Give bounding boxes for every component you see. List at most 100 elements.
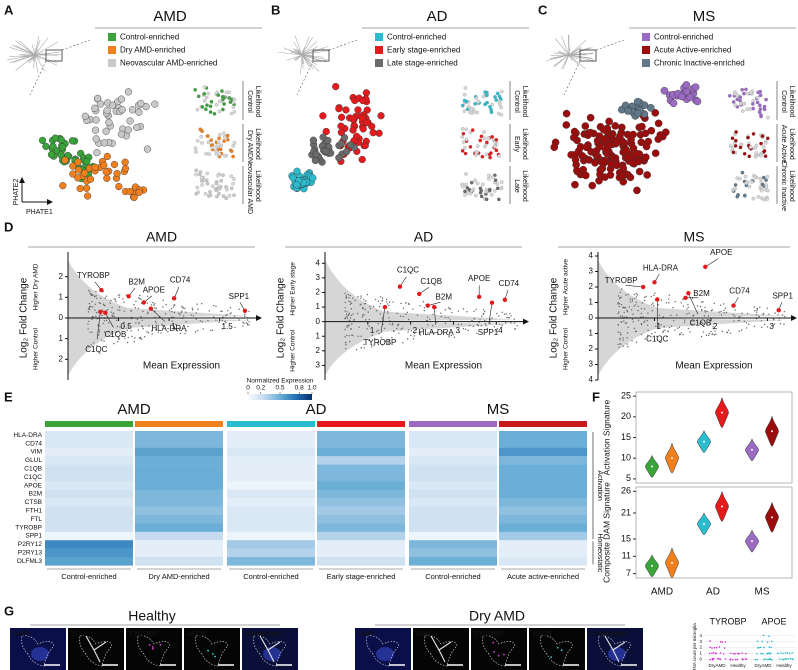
gene-dot xyxy=(142,310,144,313)
legend-swatch xyxy=(108,59,116,67)
gene-dot xyxy=(229,306,232,309)
group-label: Healthy xyxy=(730,663,746,668)
likelihood-point xyxy=(468,191,473,196)
likelihood-point xyxy=(460,103,465,108)
gene-dot xyxy=(477,324,480,327)
gene-dot xyxy=(381,300,383,302)
likelihood-point xyxy=(758,107,763,111)
y-tick-label: 4 xyxy=(316,258,321,267)
cell-outline xyxy=(598,635,632,667)
gene-dot xyxy=(368,339,370,342)
cell-point xyxy=(592,146,601,155)
gene-dot xyxy=(701,301,703,303)
cell-point xyxy=(105,118,113,126)
gene-dot xyxy=(664,329,666,331)
y-tick-label: 3 xyxy=(316,273,321,282)
gene-dot xyxy=(656,335,658,338)
zoom-line xyxy=(29,60,47,96)
likelihood-label: Likelihood xyxy=(254,86,261,118)
likelihood-point xyxy=(462,92,467,97)
gene-dot xyxy=(222,323,225,326)
rna-count-point xyxy=(711,647,713,649)
y-tick-label: 25 xyxy=(621,391,631,401)
rna-count-point xyxy=(785,658,788,660)
cell-point xyxy=(126,117,134,125)
likelihood-point xyxy=(219,143,224,148)
gene-dot xyxy=(357,335,359,338)
gene-dot xyxy=(687,304,689,306)
gene-dot xyxy=(99,302,102,304)
gene-dot xyxy=(360,335,362,337)
gene-dot xyxy=(97,334,100,336)
gene-dot xyxy=(126,329,128,331)
thumbnail-stroke xyxy=(301,41,317,56)
rna-count-point xyxy=(744,658,747,660)
gene-dot xyxy=(242,325,244,327)
heat-cell xyxy=(499,447,587,457)
y-tick-label: 15 xyxy=(621,432,631,442)
gene-dot xyxy=(102,322,105,325)
cell-point xyxy=(369,129,377,137)
gene-dot xyxy=(107,308,109,311)
gene-dot xyxy=(221,328,224,330)
heat-cell xyxy=(227,447,315,457)
cell-point xyxy=(38,136,47,144)
gene-dot xyxy=(410,334,412,337)
likelihood-point xyxy=(217,191,221,196)
gene-dot xyxy=(363,347,366,349)
gene-dot xyxy=(466,311,468,313)
likelihood-point xyxy=(222,102,226,106)
y-tick-label: 3 xyxy=(699,639,702,644)
gene-dot xyxy=(109,302,111,304)
gene-label: APOE xyxy=(468,274,490,283)
likelihood-point xyxy=(480,182,485,187)
cell-point xyxy=(108,101,117,109)
gene-dot xyxy=(619,339,621,341)
heat-cell xyxy=(135,489,223,499)
cell-point xyxy=(678,92,686,101)
heat-cell xyxy=(135,557,223,566)
gene-dot xyxy=(225,315,227,317)
y-tick-label: 4 xyxy=(589,251,594,260)
likelihood-point xyxy=(221,173,225,178)
gene-dot xyxy=(710,309,713,312)
gene-dot xyxy=(238,308,240,310)
gene-dot xyxy=(184,332,186,335)
likelihood-point xyxy=(222,135,227,139)
likelihood-point xyxy=(474,150,479,154)
thumbnail-stroke xyxy=(34,41,58,56)
y-tick-label: 2 xyxy=(316,346,321,355)
gene-dot xyxy=(402,342,404,344)
gene-dot xyxy=(351,334,354,337)
gene-dot xyxy=(234,326,236,329)
gene-dot xyxy=(670,325,673,327)
gene-dot xyxy=(416,314,419,316)
gene-dot xyxy=(683,321,686,324)
gene-dot xyxy=(465,328,467,331)
gene-dot xyxy=(634,304,637,306)
gene-dot xyxy=(178,312,180,315)
density-cloud xyxy=(325,260,517,322)
likelihood-point xyxy=(474,96,479,100)
cell-point xyxy=(143,145,152,153)
likelihood-point xyxy=(466,104,471,109)
gene-dot xyxy=(629,301,632,303)
rna-count-point xyxy=(768,658,771,660)
gene-row-label: SPP1 xyxy=(25,533,42,540)
gene-dot xyxy=(444,316,446,319)
plot-title: AMD xyxy=(146,229,177,245)
thumbnail-stroke xyxy=(19,40,36,56)
x-tick-label: 2 xyxy=(413,326,418,335)
cell-point xyxy=(81,169,89,177)
gene-dot xyxy=(92,316,94,318)
gene-dot xyxy=(677,327,679,329)
cell-point xyxy=(586,128,595,137)
gene-dot xyxy=(634,330,637,333)
heat-cell xyxy=(317,515,405,524)
likelihood-point xyxy=(214,151,219,156)
cell-outline xyxy=(79,635,113,667)
gene-dot xyxy=(432,313,434,316)
heat-cell xyxy=(409,498,497,507)
heat-cell xyxy=(317,447,405,457)
gene-dot xyxy=(467,329,469,332)
